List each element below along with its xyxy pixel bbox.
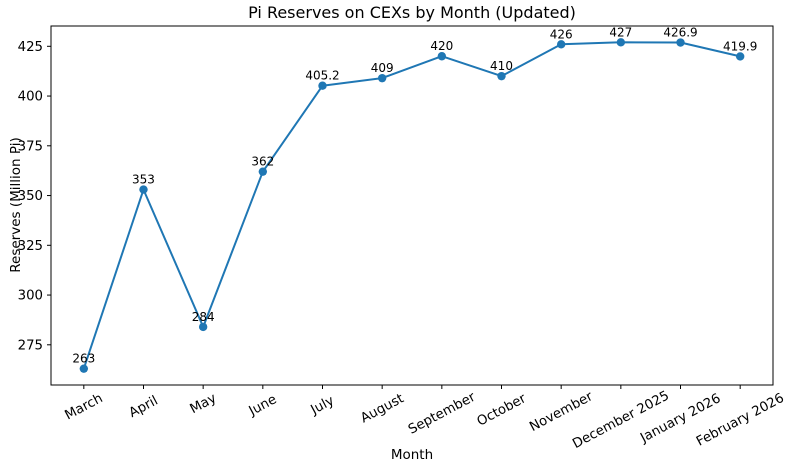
point-value-label: 419.9 bbox=[723, 39, 757, 53]
data-point-marker bbox=[437, 52, 447, 61]
y-tick-label: 375 bbox=[18, 139, 43, 154]
point-value-label: 263 bbox=[72, 352, 95, 366]
x-tick-label: August bbox=[358, 391, 406, 426]
y-tick-label: 275 bbox=[18, 338, 43, 353]
y-tick-label: 400 bbox=[18, 90, 43, 105]
point-value-label: 284 bbox=[192, 310, 215, 324]
x-tick-label: March bbox=[63, 391, 106, 423]
point-value-label: 427 bbox=[609, 25, 632, 39]
data-point-marker bbox=[556, 40, 566, 49]
x-tick-label: October bbox=[475, 391, 529, 429]
series-line bbox=[82, 41, 742, 370]
x-tick-label: May bbox=[188, 391, 219, 417]
data-point-marker bbox=[377, 73, 387, 83]
data-point-marker bbox=[676, 38, 685, 47]
x-axis-label: Month bbox=[390, 447, 434, 463]
x-tick-label: September bbox=[406, 390, 478, 438]
chart-title: Pi Reserves on CEXs by Month (Updated) bbox=[248, 3, 576, 22]
data-point-marker bbox=[497, 71, 506, 81]
data-point-marker bbox=[735, 52, 745, 61]
y-tick-label: 350 bbox=[18, 189, 43, 204]
point-value-label: 410 bbox=[490, 59, 513, 73]
data-point-marker bbox=[318, 81, 327, 90]
x-tick-label: June bbox=[246, 392, 280, 419]
point-value-label: 409 bbox=[371, 61, 394, 75]
point-value-label: 353 bbox=[132, 173, 155, 187]
data-point-marker bbox=[616, 38, 626, 47]
point-value-label: 362 bbox=[251, 155, 274, 169]
data-point-marker bbox=[139, 185, 148, 194]
x-tick-label: July bbox=[308, 393, 337, 418]
x-tick-label: April bbox=[127, 394, 161, 422]
data-point-marker bbox=[198, 322, 208, 332]
y-tick-label: 425 bbox=[18, 40, 43, 55]
x-tick-label: November bbox=[527, 389, 596, 435]
data-point-marker bbox=[79, 364, 89, 373]
y-tick-label: 325 bbox=[18, 239, 43, 254]
y-tick-label: 300 bbox=[18, 289, 43, 304]
point-value-label: 405.2 bbox=[305, 69, 339, 83]
point-value-label: 426.9 bbox=[663, 26, 697, 40]
data-point-marker bbox=[258, 167, 268, 176]
plot-border bbox=[50, 25, 774, 386]
point-value-label: 426 bbox=[550, 27, 573, 41]
point-value-label: 420 bbox=[430, 39, 453, 53]
